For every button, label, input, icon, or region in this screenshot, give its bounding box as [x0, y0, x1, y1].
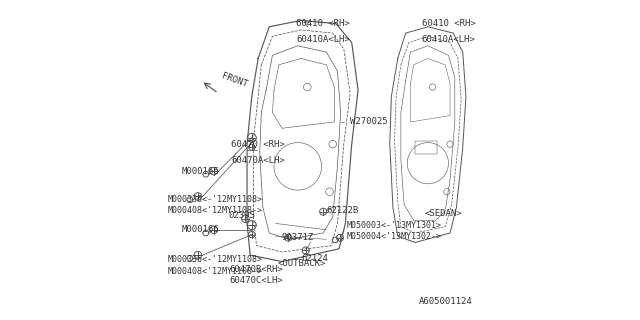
Text: 0239S: 0239S [228, 211, 255, 220]
Text: M000166: M000166 [182, 167, 220, 176]
Text: M050003<-'13MY1301>: M050003<-'13MY1301> [347, 220, 442, 229]
Text: <OUTBACK>: <OUTBACK> [277, 259, 326, 268]
Text: 60470B<RH>: 60470B<RH> [230, 265, 284, 274]
Text: W270025: W270025 [350, 117, 388, 126]
Text: 90371Z: 90371Z [282, 233, 314, 242]
Text: 60410 <RH>: 60410 <RH> [296, 19, 350, 28]
Text: 60410 <RH>: 60410 <RH> [422, 19, 476, 28]
Bar [415, 141, 437, 154]
Text: A605001124: A605001124 [419, 297, 472, 306]
Text: 60470 <RH>: 60470 <RH> [231, 140, 285, 148]
Text: 60410A<LH>: 60410A<LH> [422, 35, 476, 44]
Text: 60470A<LH>: 60470A<LH> [231, 156, 285, 164]
Text: M000408<'12MY1108->: M000408<'12MY1108-> [168, 206, 263, 215]
Text: M000336<-'12MY1108>: M000336<-'12MY1108> [168, 195, 263, 204]
Text: M050004<'13MY1302->: M050004<'13MY1302-> [347, 232, 442, 241]
Text: 62122B: 62122B [326, 206, 358, 215]
Text: 60410A<LH>: 60410A<LH> [296, 35, 350, 44]
Text: FRONT: FRONT [220, 71, 248, 89]
Text: 62124: 62124 [301, 254, 328, 263]
Text: 60470C<LH>: 60470C<LH> [230, 276, 284, 285]
Text: <SEDAN>: <SEDAN> [425, 209, 462, 219]
Text: M000408<'12MY1108->: M000408<'12MY1108-> [168, 267, 263, 276]
Text: M000336<-'12MY1108>: M000336<-'12MY1108> [168, 255, 263, 264]
Text: M000166: M000166 [182, 225, 220, 234]
